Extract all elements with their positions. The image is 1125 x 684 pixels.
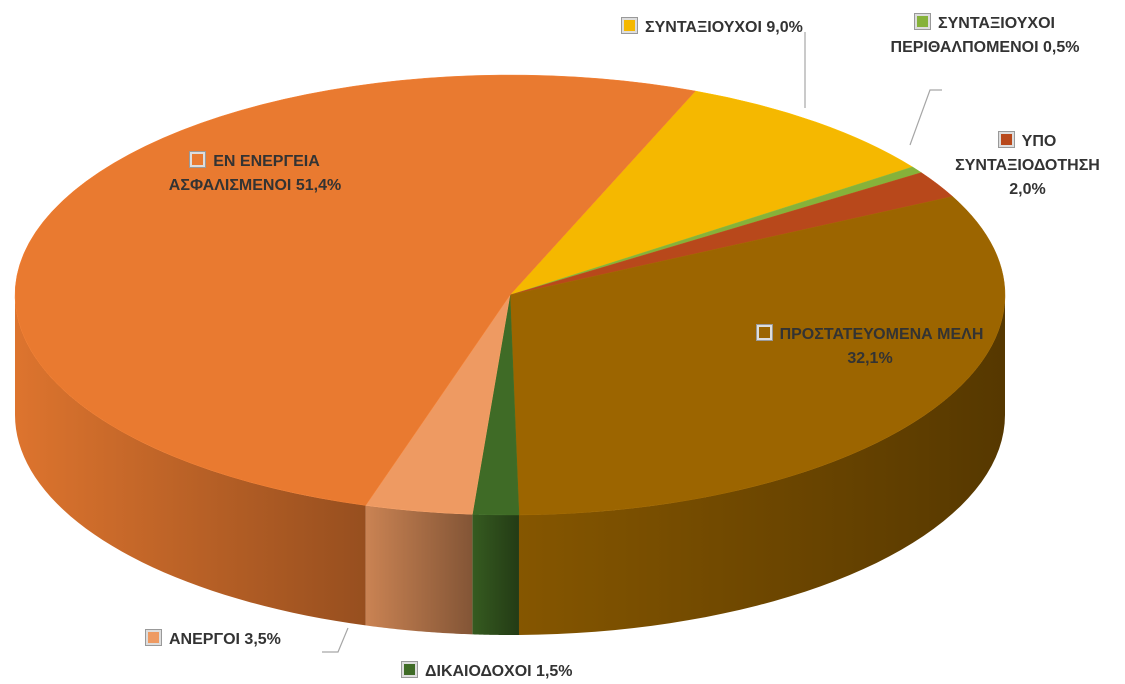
data-label: ΥΠΟ ΣΥΝΤΑΞΙΟΔΟΤΗΣΗ 2,0% [935, 130, 1120, 202]
pie-side [15, 295, 366, 626]
pie-side [365, 505, 473, 635]
pie-slice [14, 74, 696, 506]
data-label: ΠΡΟΣΤΑΤΕΥΟΜΕΝΑ ΜΕΛΗ 32,1% [750, 323, 990, 371]
legend-key [401, 661, 418, 678]
category-label: ΔΙΚΑΙΟΔΟΧΟΙ [425, 663, 532, 680]
category-label: ΠΡΟΣΤΑΤΕΥΟΜΕΝΑ ΜΕΛΗ [779, 326, 984, 343]
value-label: 1,5% [536, 663, 573, 680]
legend-key [755, 324, 773, 341]
legend-key [914, 13, 932, 30]
legend-key [145, 629, 162, 646]
value-label: 2,0% [1009, 181, 1046, 198]
data-label: ΣΥΝΤΑΞΙΟΥΧΟΙ 9,0% [621, 16, 803, 40]
category-label: ΣΥΝΤΑΞΙΟΥΧΟΙ [645, 19, 762, 36]
legend-key [621, 17, 638, 34]
data-label: ΔΙΚΑΙΟΔΟΧΟΙ 1,5% [401, 660, 573, 684]
category-label: ΥΠΟ ΣΥΝΤΑΞΙΟΔΟΤΗΣΗ [955, 133, 1100, 174]
pie-slice [509, 196, 1006, 516]
data-label: ΣΥΝΤΑΞΙΟΥΧΟΙ ΠΕΡΙΘΑΛΠΟΜΕΝΟΙ 0,5% [875, 12, 1095, 60]
value-label: 3,5% [244, 631, 281, 648]
value-label: 0,5% [1043, 39, 1080, 56]
leader-line [909, 89, 942, 146]
category-label: ΕΝ ΕΝΕΡΓΕΙΑ ΑΣΦΑΛΙΣΜΕΝΟΙ [168, 153, 320, 194]
leader-line [322, 627, 349, 653]
value-label: 9,0% [766, 19, 803, 36]
data-label: ΑΝΕΡΓΟΙ 3,5% [145, 628, 281, 652]
pie-side [518, 295, 1005, 635]
legend-key [189, 151, 207, 168]
value-label: 32,1% [847, 350, 893, 367]
value-label: 51,4% [295, 177, 342, 194]
category-label: ΣΥΝΤΑΞΙΟΥΧΟΙ ΠΕΡΙΘΑΛΠΟΜΕΝΟΙ [890, 15, 1055, 56]
data-label: ΕΝ ΕΝΕΡΓΕΙΑ ΑΣΦΑΛΙΣΜΕΝΟΙ 51,4% [155, 150, 355, 198]
pie-side [472, 514, 519, 635]
pie-slice [509, 90, 914, 296]
legend-key [997, 131, 1015, 148]
category-label: ΑΝΕΡΓΟΙ [169, 631, 240, 648]
